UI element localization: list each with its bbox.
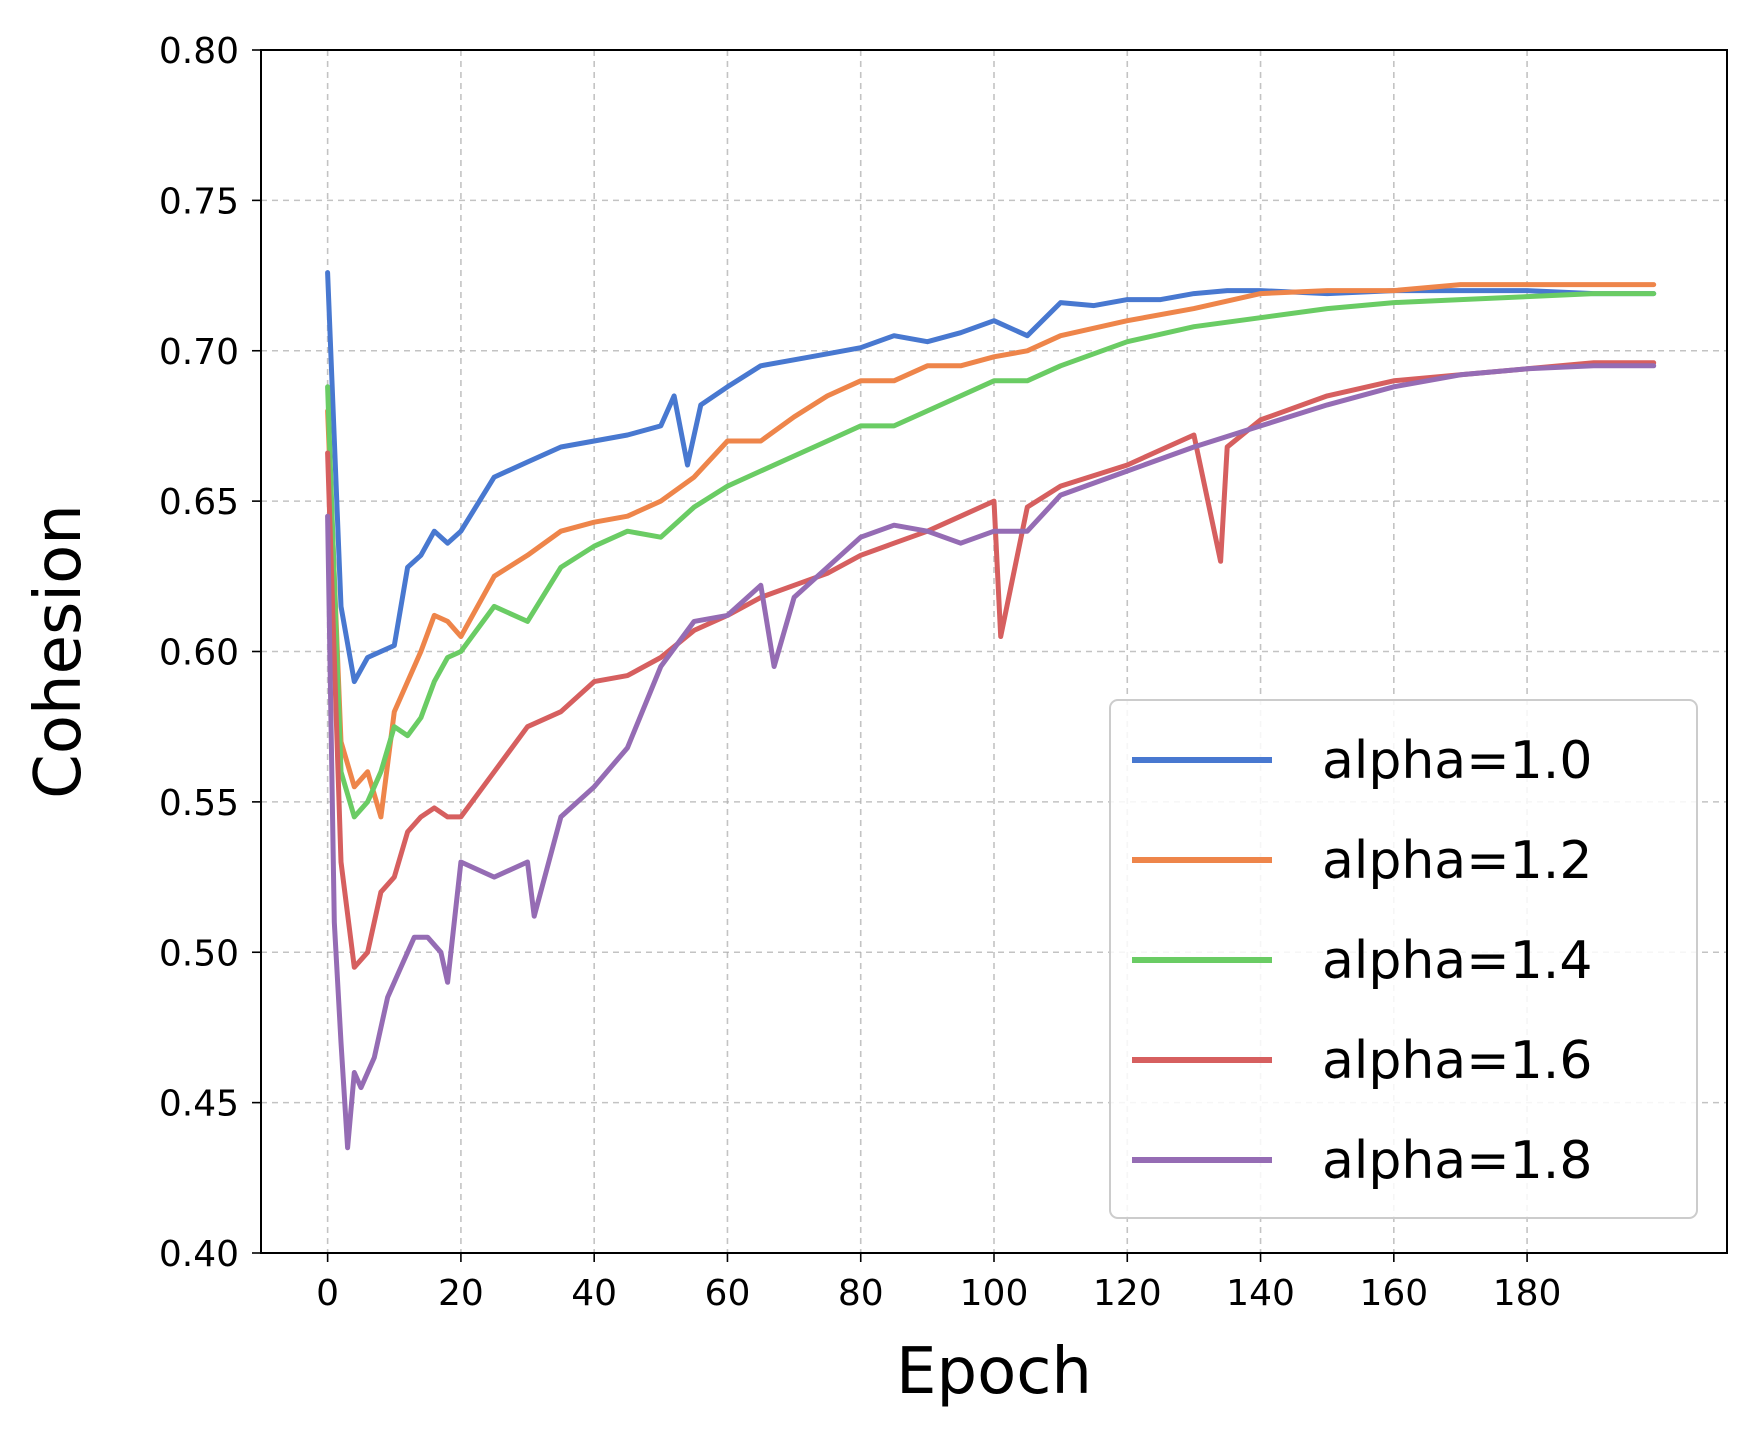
x-tick-label: 100 [960,1273,1029,1314]
legend-label-alpha-1-8: alpha=1.8 [1322,1131,1592,1191]
legend-label-alpha-1-6: alpha=1.6 [1322,1031,1592,1091]
legend-box [1109,699,1698,1219]
x-tick-label: 180 [1493,1273,1562,1314]
series-line-alpha-1-2 [325,282,1657,820]
x-tick-label: 160 [1359,1273,1428,1314]
x-tick-label: 40 [571,1273,617,1314]
legend-label-alpha-1-4: alpha=1.4 [1322,931,1592,991]
y-tick-label: 0.45 [159,1084,239,1125]
x-tick-label: 80 [838,1273,884,1314]
series-line-alpha-1-0 [325,270,1657,685]
x-axis-title: Epoch [896,1335,1092,1409]
y-tick-label: 0.55 [159,783,239,824]
y-tick-label: 0.70 [159,332,239,373]
y-tick-label: 0.40 [159,1234,239,1275]
legend-label-alpha-1-0: alpha=1.0 [1322,731,1592,791]
series-lines [325,270,1657,1151]
y-tick-label: 0.75 [159,181,239,222]
x-tick-label: 0 [316,1273,339,1314]
legend: alpha=1.0 alpha=1.2 alpha=1.4 alpha=1.6 alph… [1109,699,1698,1219]
y-tick-label: 0.80 [159,31,239,72]
y-tick-label: 0.60 [159,633,239,674]
series-line-alpha-1-4 [325,291,1657,820]
axis-ticks: 0 20 40 60 80 100 120 140 160 180 0.40 0.45 0.50 0.55… [159,31,1562,1314]
y-axis-title: Cohesion [22,504,96,799]
series-line-alpha-1-6 [325,360,1657,970]
x-tick-label: 120 [1093,1273,1162,1314]
y-tick-label: 0.50 [159,933,239,974]
x-tick-label: 60 [705,1273,751,1314]
x-tick-label: 140 [1226,1273,1295,1314]
x-tick-label: 20 [438,1273,484,1314]
series-line-alpha-1-8 [325,363,1657,1151]
legend-label-alpha-1-2: alpha=1.2 [1322,831,1592,891]
y-tick-label: 0.65 [159,482,239,523]
